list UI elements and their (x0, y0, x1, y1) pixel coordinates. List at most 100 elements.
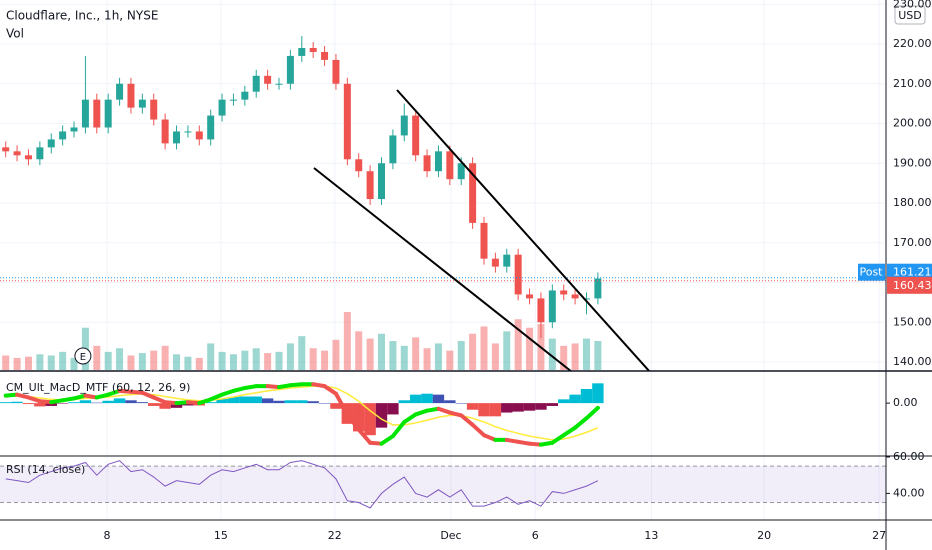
macd-histogram-bar (0, 402, 12, 404)
candle-body (332, 59, 340, 84)
macd-histogram-bar (353, 403, 365, 432)
x-tick-label: 15 (214, 529, 228, 542)
candle-body (343, 83, 351, 160)
candle-body (366, 171, 374, 200)
currency[interactable]: USD (898, 9, 922, 22)
candle-body (275, 83, 283, 85)
volume-bar (434, 343, 442, 370)
volume-bar (161, 345, 169, 370)
macd-histogram-bar (216, 398, 228, 404)
price-tag-box (858, 263, 885, 281)
candle-body (321, 51, 329, 60)
volume-bar (229, 354, 237, 370)
macd-histogram-bar (261, 398, 274, 404)
volume-bar (2, 355, 10, 370)
volume-bar (355, 331, 363, 370)
macd-line-segment (140, 390, 156, 400)
macd-histogram-bar (409, 394, 422, 404)
candle-body (59, 131, 67, 140)
macd-histogram-bar (466, 403, 479, 410)
macd-line-segment (333, 391, 350, 417)
macd-histogram-bar (489, 403, 502, 417)
macd-histogram-bar (79, 400, 92, 404)
candle-body (469, 163, 477, 223)
macd-histogram-bar (501, 403, 513, 413)
candle-body (207, 115, 215, 140)
macd-histogram-bar (421, 393, 433, 404)
macd-line-segment (584, 405, 600, 421)
y-tick-label: 170.00 (893, 236, 932, 249)
chart-title: Cloudflare, Inc., 1h, NYSE (6, 9, 158, 23)
x-tick-label: 27 (872, 529, 886, 542)
macd-histogram-bar (444, 400, 456, 404)
macd-histogram-bar (307, 401, 319, 404)
rsi-band (0, 466, 886, 503)
y-tick-label: 180.00 (893, 196, 932, 209)
macd-histogram-bar (398, 400, 410, 404)
volume-bar (241, 350, 249, 370)
macd-histogram-bar (91, 402, 103, 404)
volume-bar (423, 348, 431, 370)
macd-histogram-bar (318, 403, 331, 404)
price-value: 160.43 (893, 279, 932, 292)
x-tick-label: Dec (440, 529, 461, 542)
volume-bar (116, 348, 124, 370)
macd-histogram-bar (569, 394, 581, 404)
volume-bar (389, 341, 397, 370)
candle-body (594, 278, 602, 299)
y-tick-label: 210.00 (893, 77, 932, 90)
macd-histogram-bar (182, 403, 194, 406)
candle-body (309, 47, 317, 52)
volume-label: Vol (6, 27, 24, 41)
price-tag: Post (859, 266, 883, 279)
volume-bar (207, 343, 215, 370)
candle-body (24, 155, 32, 160)
price-box (887, 276, 932, 294)
volume-bar (446, 350, 454, 370)
volume-bar (491, 343, 499, 370)
macd-histogram-bar (125, 400, 137, 404)
macd-histogram-bar (170, 403, 183, 408)
candle-body (81, 99, 89, 128)
volume-bar (13, 357, 21, 370)
candle-body (2, 147, 10, 152)
macd-line-segment (379, 434, 395, 446)
volume-bar (321, 350, 329, 370)
macd-histogram-bar (387, 403, 399, 415)
volume-bar (195, 357, 203, 370)
volume-bar (127, 355, 135, 370)
y-tick-label: 0.00 (893, 396, 918, 409)
candle-body (526, 294, 534, 299)
volume-bar (514, 319, 522, 370)
candle-body (537, 298, 545, 323)
volume-bar (343, 312, 351, 370)
candle-body (36, 147, 44, 160)
macd-histogram-bar (592, 383, 604, 404)
macd-histogram-bar (159, 403, 171, 409)
volume-bar (526, 327, 534, 370)
macd-histogram-bar (535, 403, 547, 410)
candle-body (286, 55, 294, 84)
macd-histogram-bar (375, 403, 388, 428)
x-tick-label: 8 (104, 529, 111, 542)
candle-body (560, 290, 568, 295)
volume-bar (503, 331, 511, 370)
macd-histogram-bar (250, 396, 262, 404)
trend-line (396, 89, 651, 371)
macd-line-segment (481, 433, 498, 442)
event-label: E (80, 352, 86, 363)
macd-histogram-bar (204, 402, 217, 404)
currency-box[interactable] (894, 5, 926, 25)
price-value: 161.21 (893, 266, 932, 279)
macd-histogram-bar (455, 403, 467, 404)
x-tick-label: 20 (757, 529, 771, 542)
candle-body (514, 254, 522, 295)
candle-body (252, 75, 260, 92)
volume-bar (47, 355, 55, 370)
macd-line-segment (573, 416, 589, 430)
macd-histogram-bar (296, 400, 308, 404)
candle-body (47, 139, 55, 148)
candle-body (446, 151, 454, 180)
volume-bar (286, 343, 294, 370)
candle-body (195, 131, 203, 140)
